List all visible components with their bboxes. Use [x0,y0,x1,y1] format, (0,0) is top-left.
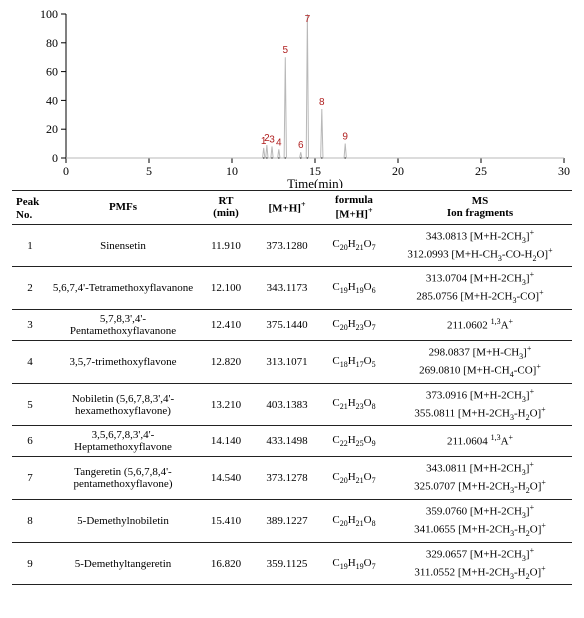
table-row: 25,6,7,4'-Tetramethoxyflavanone12.100343… [12,267,572,310]
cell-peakno: 7 [12,457,48,500]
cell-peakno: 9 [12,542,48,585]
cell-pmfs: 5,7,8,3',4'-Pentamethoxyflavanone [48,310,198,341]
svg-text:60: 60 [46,65,58,79]
chromatogram-chart: 051015202530020406080100Time(min)1234567… [16,8,576,188]
svg-text:3: 3 [269,134,275,145]
cell-rt: 14.540 [198,457,254,500]
cell-pmfs: 5-Demethylnobiletin [48,500,198,543]
cell-pmfs: 5,6,7,4'-Tetramethoxyflavanone [48,267,198,310]
svg-text:8: 8 [319,97,325,108]
pmfs-table: Peak No. PMFs RT (min) [M+H]+ formula [M… [12,190,572,585]
svg-text:5: 5 [283,45,289,56]
chromatogram-svg: 051015202530020406080100Time(min)1234567… [16,8,576,188]
svg-text:20: 20 [46,122,58,136]
cell-mh: 389.1227 [254,500,320,543]
cell-formula: C20H21O8 [320,500,388,543]
cell-formula: C18H17O5 [320,341,388,384]
cell-ms: 343.0811 [M+H-2CH3]+325.0707 [M+H-2CH3-H… [388,457,572,500]
cell-peakno: 4 [12,341,48,384]
svg-text:25: 25 [475,164,487,178]
table-header: Peak No. PMFs RT (min) [M+H]+ formula [M… [12,191,572,225]
cell-peakno: 2 [12,267,48,310]
svg-text:Time(min): Time(min) [287,176,343,188]
svg-text:0: 0 [52,151,58,165]
cell-ms: 298.0837 [M+H-CH3]+269.0810 [M+H-CH4-CO]… [388,341,572,384]
table-row: 63,5,6,7,8,3',4'-Heptamethoxyflavone14.1… [12,426,572,457]
cell-rt: 14.140 [198,426,254,457]
cell-rt: 12.100 [198,267,254,310]
col-formula: formula [M+H]+ [320,191,388,225]
cell-peakno: 1 [12,224,48,267]
col-ms: MS Ion fragments [388,191,572,225]
cell-mh: 313.1071 [254,341,320,384]
col-mh: [M+H]+ [254,191,320,225]
table-row: 1Sinensetin11.910373.1280C20H21O7343.081… [12,224,572,267]
cell-ms: 329.0657 [M+H-2CH3]+311.0552 [M+H-2CH3-H… [388,542,572,585]
cell-mh: 403.1383 [254,383,320,426]
table-body: 1Sinensetin11.910373.1280C20H21O7343.081… [12,224,572,585]
table-row: 43,5,7-trimethoxyflavone12.820313.1071C1… [12,341,572,384]
cell-formula: C20H21O7 [320,457,388,500]
cell-pmfs: Nobiletin (5,6,7,8,3',4'-hexamethoxyflav… [48,383,198,426]
svg-text:100: 100 [40,8,58,21]
cell-formula: C20H21O7 [320,224,388,267]
col-pmfs: PMFs [48,191,198,225]
cell-ms: 359.0760 [M+H-2CH3]+341.0655 [M+H-2CH3-H… [388,500,572,543]
cell-peakno: 8 [12,500,48,543]
cell-formula: C19H19O7 [320,542,388,585]
cell-rt: 12.820 [198,341,254,384]
cell-pmfs: Sinensetin [48,224,198,267]
cell-rt: 12.410 [198,310,254,341]
svg-text:10: 10 [226,164,238,178]
svg-text:0: 0 [63,164,69,178]
cell-rt: 15.410 [198,500,254,543]
svg-text:4: 4 [276,137,282,148]
svg-text:7: 7 [305,14,311,25]
cell-ms: 313.0704 [M+H-2CH3]+285.0756 [M+H-2CH3-C… [388,267,572,310]
cell-mh: 343.1173 [254,267,320,310]
svg-text:9: 9 [342,132,348,143]
cell-pmfs: 5-Demethyltangeretin [48,542,198,585]
svg-text:5: 5 [146,164,152,178]
cell-rt: 11.910 [198,224,254,267]
col-peakno: Peak No. [12,191,48,225]
table-row: 95-Demethyltangeretin16.820359.1125C19H1… [12,542,572,585]
cell-ms: 373.0916 [M+H-2CH3]+355.0811 [M+H-2CH3-H… [388,383,572,426]
svg-text:30: 30 [558,164,570,178]
cell-peakno: 5 [12,383,48,426]
col-rt: RT (min) [198,191,254,225]
cell-formula: C20H23O7 [320,310,388,341]
table-row: 7Tangeretin (5,6,7,8,4'-pentamethoxyflav… [12,457,572,500]
cell-formula: C22H25O9 [320,426,388,457]
table-row: 5Nobiletin (5,6,7,8,3',4'-hexamethoxyfla… [12,383,572,426]
cell-pmfs: 3,5,6,7,8,3',4'-Heptamethoxyflavone [48,426,198,457]
cell-mh: 359.1125 [254,542,320,585]
cell-ms: 211.0602 1,3A+ [388,310,572,341]
cell-ms: 343.0813 [M+H-2CH3]+312.0993 [M+H-CH3-CO… [388,224,572,267]
cell-rt: 16.820 [198,542,254,585]
cell-formula: C19H19O6 [320,267,388,310]
table-row: 85-Demethylnobiletin15.410389.1227C20H21… [12,500,572,543]
cell-ms: 211.0604 1,3A+ [388,426,572,457]
svg-text:80: 80 [46,36,58,50]
cell-mh: 373.1278 [254,457,320,500]
cell-rt: 13.210 [198,383,254,426]
svg-text:40: 40 [46,93,58,107]
cell-mh: 373.1280 [254,224,320,267]
cell-peakno: 6 [12,426,48,457]
cell-pmfs: Tangeretin (5,6,7,8,4'-pentamethoxyflavo… [48,457,198,500]
cell-mh: 375.1440 [254,310,320,341]
svg-text:6: 6 [298,140,304,151]
cell-pmfs: 3,5,7-trimethoxyflavone [48,341,198,384]
svg-text:20: 20 [392,164,404,178]
cell-peakno: 3 [12,310,48,341]
cell-mh: 433.1498 [254,426,320,457]
cell-formula: C21H23O8 [320,383,388,426]
figure-container: 051015202530020406080100Time(min)1234567… [0,0,584,585]
table-row: 35,7,8,3',4'-Pentamethoxyflavanone12.410… [12,310,572,341]
